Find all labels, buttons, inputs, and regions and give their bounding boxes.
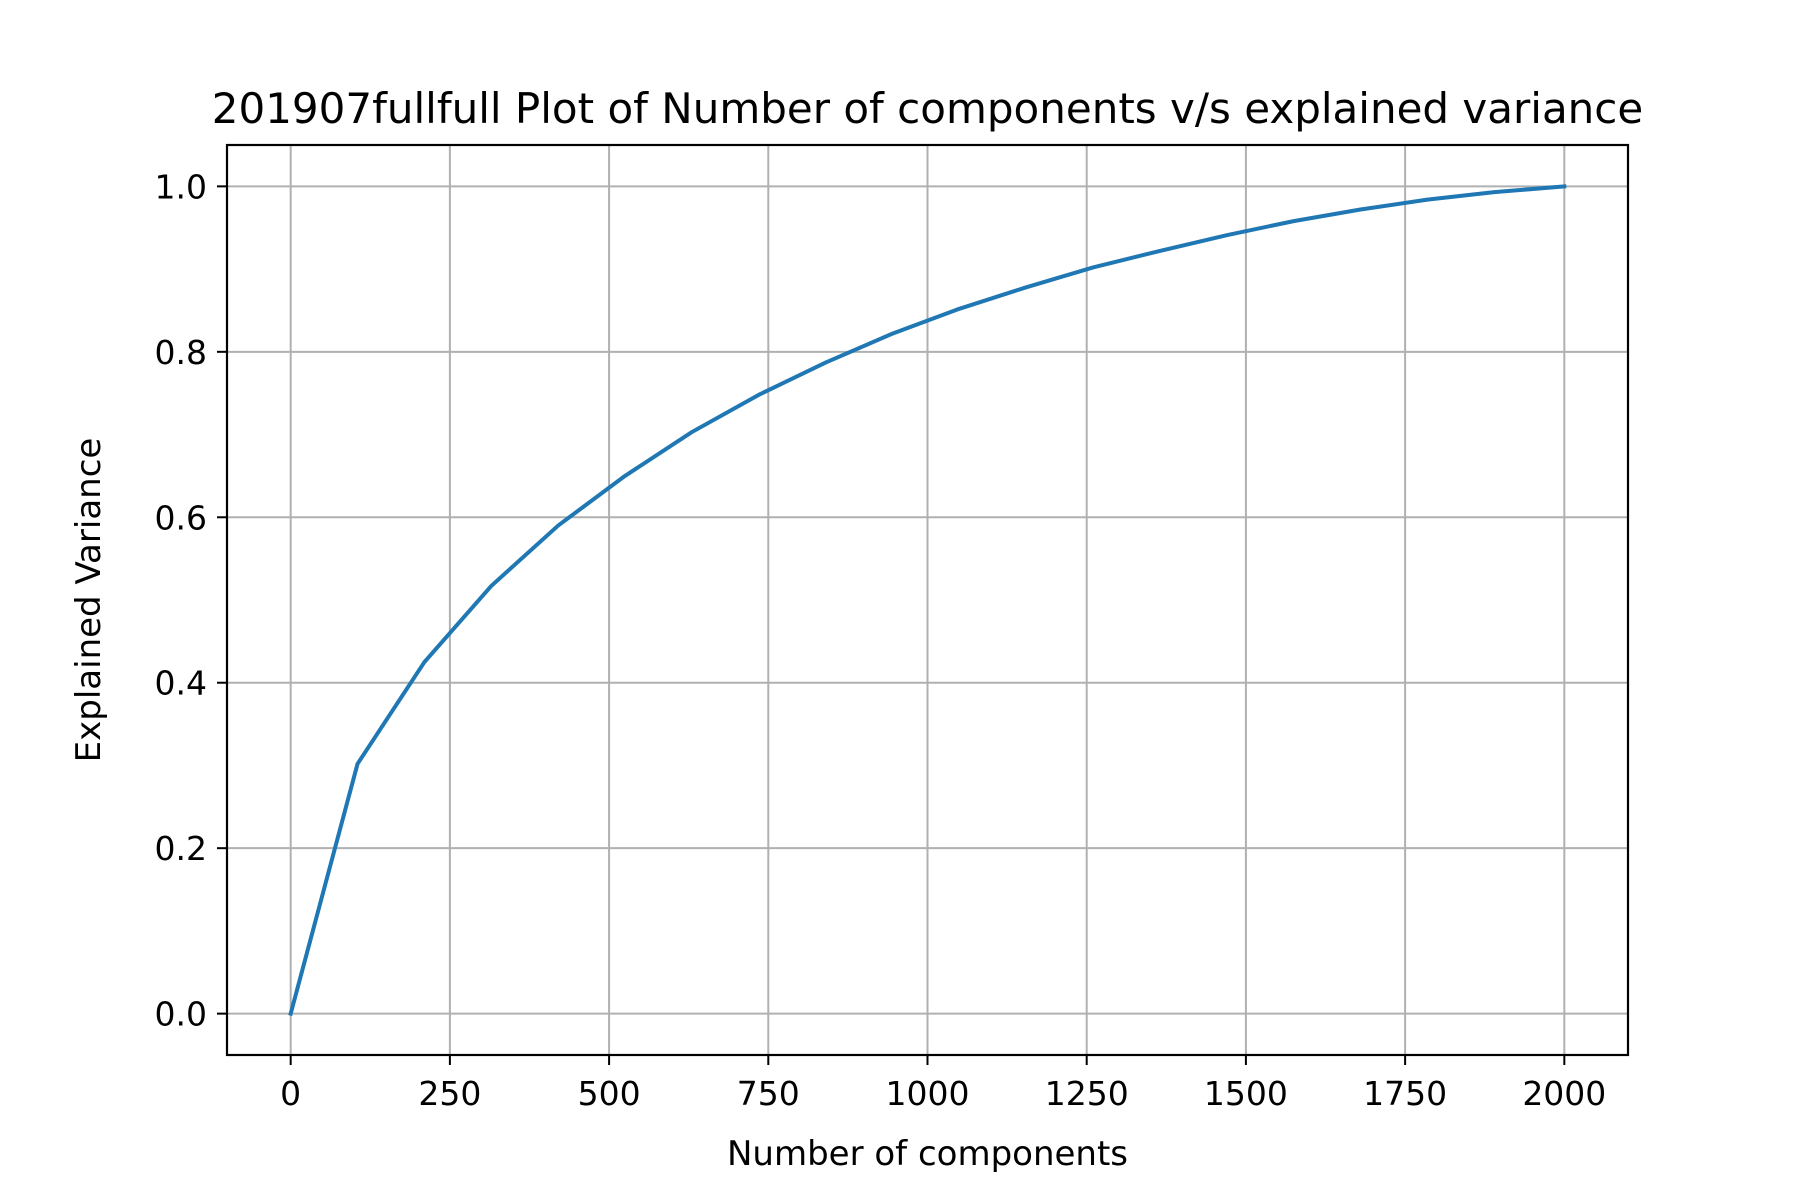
y-tick-label: 0.6: [155, 498, 207, 537]
y-tick-label: 0.8: [155, 333, 207, 372]
x-tick-label: 2000: [1522, 1074, 1606, 1113]
x-tick-label: 250: [418, 1074, 481, 1113]
y-tick-label: 0.2: [155, 829, 207, 868]
ticks: 0 250 500 750 1000 1250 1500 1750 2000 0.0 0.2 0.4 0…: [155, 167, 1607, 1113]
chart-title: 201907fullfull Plot of Number of compone…: [212, 84, 1643, 133]
x-tick-label: 750: [737, 1074, 800, 1113]
x-tick-label: 0: [280, 1074, 301, 1113]
y-tick-label: 0.0: [155, 995, 207, 1034]
x-tick-label: 1750: [1363, 1074, 1447, 1113]
x-tick-label: 1250: [1045, 1074, 1129, 1113]
series-layer: [288, 184, 1567, 1017]
y-tick-label: 1.0: [155, 167, 207, 206]
x-tick-label: 500: [578, 1074, 641, 1113]
y-axis-label: Explained Variance: [69, 438, 109, 763]
series-line: [288, 184, 1567, 1017]
x-axis-label: Number of components: [727, 1134, 1128, 1174]
grid: [227, 145, 1628, 1055]
x-tick-label: 1000: [886, 1074, 970, 1113]
y-tick-label: 0.4: [155, 664, 207, 703]
x-tick-label: 1500: [1204, 1074, 1288, 1113]
